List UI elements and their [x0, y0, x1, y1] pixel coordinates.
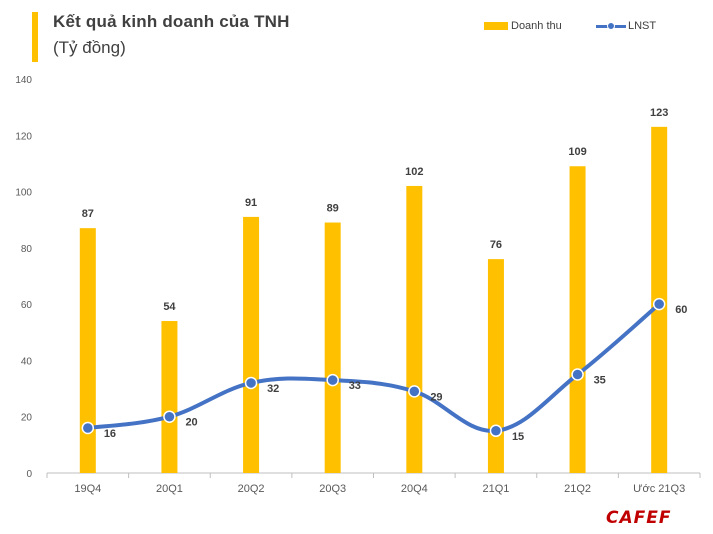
bar-value-label: 123	[650, 107, 668, 119]
line-value-label: 15	[512, 431, 524, 443]
title-accent-bar	[32, 12, 38, 62]
y-tick-label: 120	[15, 131, 32, 142]
bar-doanh-thu	[161, 321, 178, 473]
legend-item-doanh-thu: Doanh thu	[484, 20, 562, 32]
bar-value-label: 102	[405, 166, 423, 178]
bar-value-label: 87	[82, 208, 94, 220]
y-tick-label: 80	[21, 244, 33, 255]
bar-doanh-thu	[569, 166, 586, 473]
x-tick-label: 21Q2	[564, 483, 591, 495]
x-tick-label: 20Q2	[238, 483, 265, 495]
bar-doanh-thu	[406, 185, 423, 473]
y-tick-label: 40	[21, 356, 33, 367]
bar-value-label: 91	[245, 197, 257, 209]
bar-doanh-thu	[487, 259, 504, 473]
x-tick-label: 20Q3	[319, 483, 346, 495]
point-lnst	[489, 424, 503, 438]
point-lnst	[652, 297, 666, 311]
line-value-label: 33	[349, 380, 361, 392]
chart-title: Kết quả kinh doanh của TNH	[53, 12, 290, 31]
cafef-logo: CAFEF	[606, 508, 672, 528]
y-tick-label: 20	[21, 413, 33, 424]
bar-value-label: 54	[163, 301, 176, 313]
bar-value-label: 109	[568, 146, 586, 158]
bar-doanh-thu	[243, 216, 260, 473]
point-lnst	[571, 368, 584, 381]
line-value-label: 16	[104, 428, 116, 440]
point-lnst	[244, 376, 258, 390]
point-lnst	[81, 421, 95, 435]
legend-line-swatch	[596, 21, 626, 31]
legend-label-doanh-thu: Doanh thu	[511, 20, 562, 32]
bar-doanh-thu	[79, 228, 96, 473]
bar-value-label: 76	[490, 239, 502, 251]
line-value-label: 35	[594, 375, 606, 387]
legend-label-lnst: LNST	[628, 20, 657, 32]
bar-doanh-thu	[324, 222, 341, 473]
y-tick-label: 140	[15, 75, 32, 86]
legend-bar-swatch	[484, 22, 508, 30]
x-tick-label: 21Q1	[482, 483, 509, 495]
line-value-label: 32	[267, 383, 279, 395]
x-tick-label: 19Q4	[74, 483, 101, 495]
bar-value-label: 89	[327, 203, 339, 215]
line-value-label: 20	[185, 417, 197, 429]
y-tick-label: 0	[26, 469, 32, 480]
chart-subtitle: (Tỷ đồng)	[53, 38, 126, 57]
line-value-label: 60	[675, 304, 687, 316]
x-tick-label: 20Q4	[401, 483, 428, 495]
point-lnst	[326, 373, 339, 387]
y-tick-label: 100	[15, 188, 32, 199]
line-value-label: 29	[430, 391, 442, 403]
y-tick-label: 60	[21, 300, 33, 311]
legend-item-lnst: LNST	[596, 20, 656, 32]
point-lnst	[408, 385, 421, 398]
x-tick-label: Ước 21Q3	[633, 483, 685, 495]
point-lnst	[163, 410, 176, 423]
x-tick-label: 20Q1	[156, 483, 183, 495]
